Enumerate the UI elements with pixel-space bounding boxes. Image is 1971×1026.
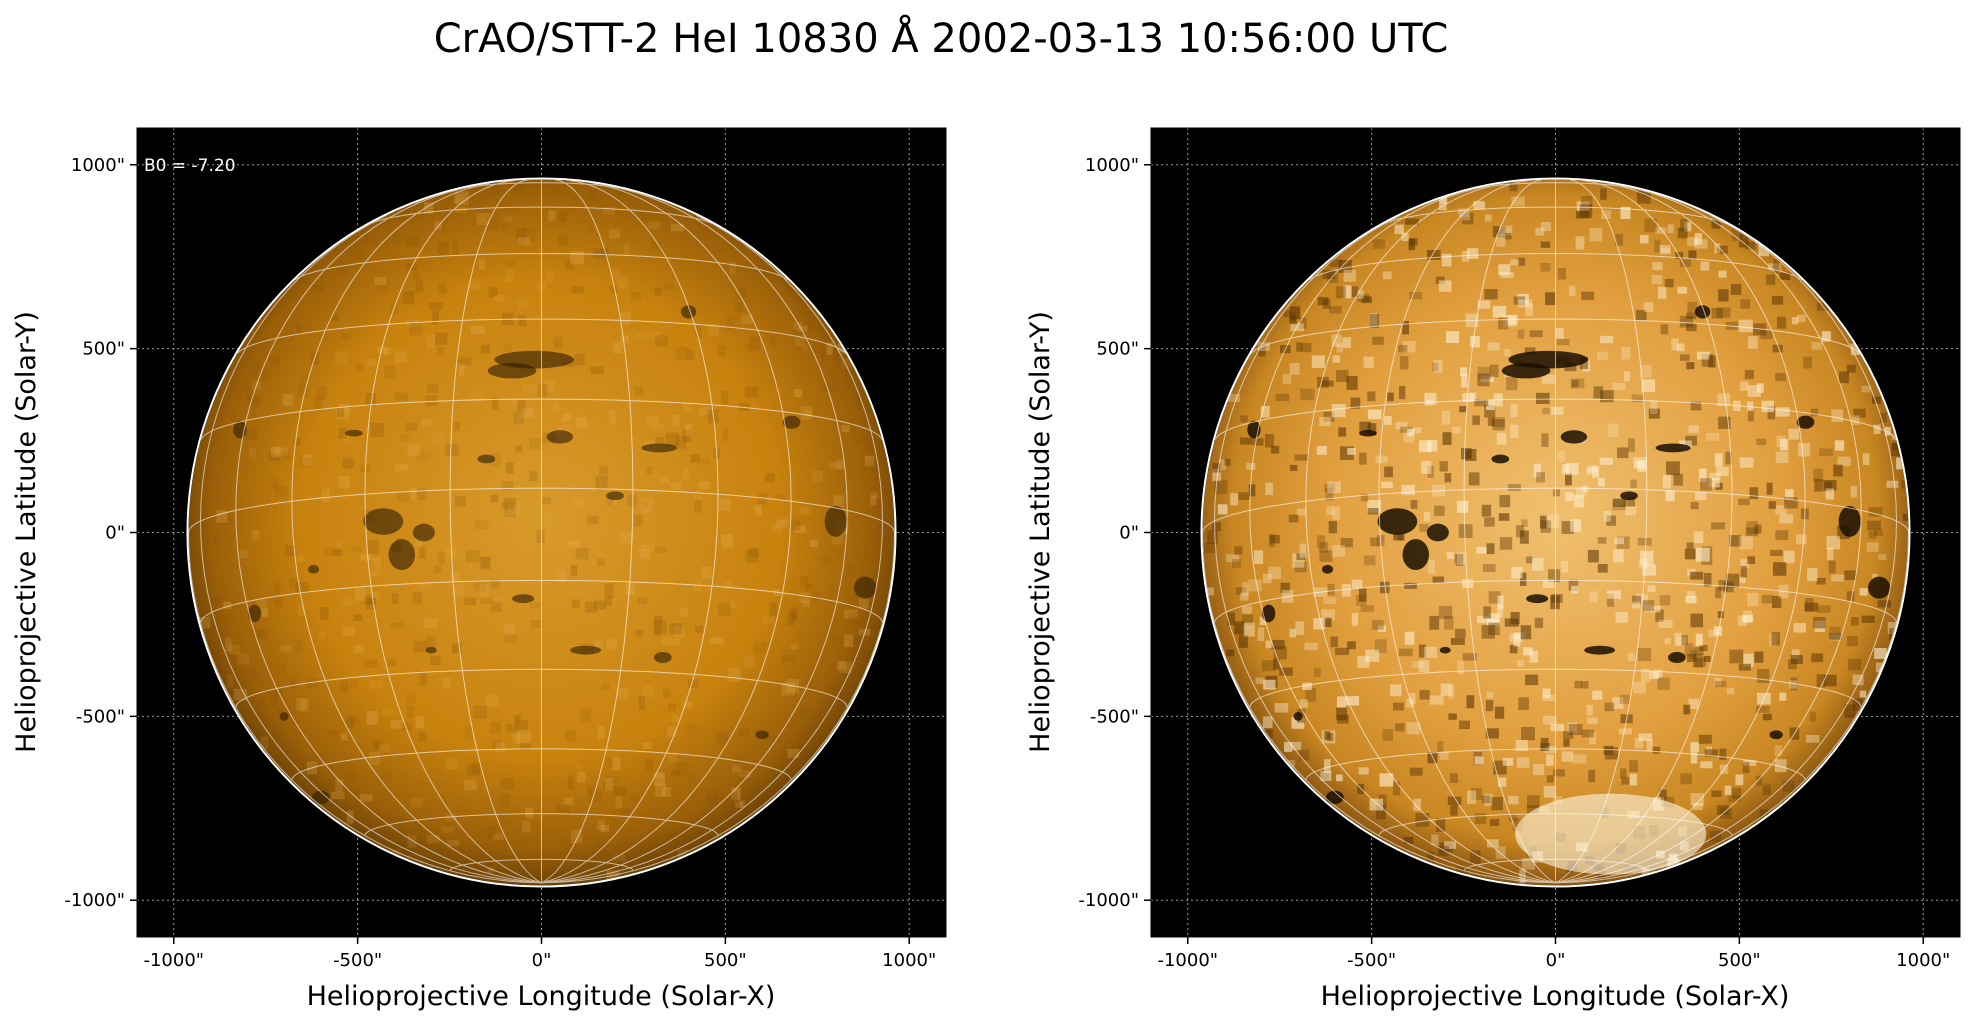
left-solar-disk	[136, 127, 947, 938]
longitude-line	[1305, 182, 1556, 884]
y-tick-label: -1000"	[1078, 890, 1139, 911]
longitude-line	[541, 182, 792, 884]
longitude-line	[541, 532, 895, 884]
y-tick-label: 1000"	[71, 155, 125, 176]
y-tick-label: 0"	[1119, 523, 1139, 544]
right-panel: -1000" 1000" -500" 500" 0" 0" 500" -500" 1000" -1…	[1025, 127, 1961, 1012]
longitude-line	[541, 214, 884, 884]
x-tick-label: 1000"	[1896, 950, 1950, 971]
longitude-line	[1202, 532, 1556, 884]
dark-filaments	[233, 305, 877, 804]
b0-label: B0 = -7.20	[144, 156, 236, 176]
left-panel: B0 = -7.20 -1000"1000"-500"500"0"0"500"-…	[11, 127, 947, 1012]
x-tick-label: -1000"	[1157, 950, 1218, 971]
x-tick-label: -1000"	[143, 950, 204, 971]
longitude-line	[1555, 214, 1898, 884]
longitude-line	[541, 180, 719, 884]
x-tick-label: 1000"	[882, 950, 936, 971]
x-tick-label: 500"	[704, 950, 747, 971]
left-ylabel: Helioprojective Latitude (Solar-Y)	[11, 311, 42, 753]
longitude-line	[1249, 188, 1556, 884]
x-tick-label: -500"	[1347, 950, 1396, 971]
left-axis-ticks: -1000" 1000" -500" 500" 0" 0" 500" -500" 1000" -1…	[64, 155, 936, 971]
longitude-line	[364, 180, 542, 884]
longitude-line	[199, 214, 542, 884]
longitude-line	[449, 179, 542, 884]
solar-limb	[1200, 177, 1911, 888]
y-tick-label: 1000"	[1085, 155, 1139, 176]
y-tick-label: 500"	[82, 339, 125, 360]
longitude-line	[291, 182, 542, 884]
dark-filaments	[1247, 305, 1891, 804]
right-solar-disk	[1150, 127, 1961, 938]
longitude-line	[1555, 179, 1648, 884]
heliographic-grid	[1202, 179, 1909, 884]
right-ylabel: Helioprojective Latitude (Solar-Y)	[1025, 311, 1056, 753]
y-tick-label: 0"	[105, 523, 125, 544]
x-tick-label: -500"	[333, 950, 382, 971]
y-tick-label: -500"	[76, 706, 125, 727]
longitude-line	[1555, 532, 1909, 884]
longitude-line	[541, 188, 848, 884]
longitude-line	[1555, 182, 1806, 884]
chromospheric-texture	[192, 183, 895, 884]
longitude-line	[1463, 179, 1556, 884]
longitude-line	[1555, 180, 1733, 884]
longitude-line	[1213, 214, 1556, 884]
x-tick-label: 0"	[1546, 950, 1566, 971]
heliographic-grid	[188, 179, 895, 884]
y-tick-label: -500"	[1090, 706, 1139, 727]
y-tick-label: 500"	[1096, 339, 1139, 360]
solar-limb	[186, 177, 897, 888]
longitude-line	[1378, 180, 1556, 884]
left-xlabel: Helioprojective Longitude (Solar-X)	[307, 981, 776, 1012]
x-tick-label: 0"	[532, 950, 552, 971]
x-tick-label: 500"	[1718, 950, 1761, 971]
longitude-line	[541, 179, 634, 884]
longitude-line	[188, 532, 542, 884]
right-xlabel: Helioprojective Longitude (Solar-X)	[1321, 981, 1790, 1012]
figure-title: CrAO/STT-2 HeI 10830 Å 2002-03-13 10:56:…	[434, 14, 1449, 62]
right-axis-ticks: -1000" 1000" -500" 500" 0" 0" 500" -500" 1000" -1…	[1078, 155, 1950, 971]
longitude-line	[1555, 188, 1862, 884]
y-tick-label: -1000"	[64, 890, 125, 911]
longitude-line	[235, 188, 542, 884]
